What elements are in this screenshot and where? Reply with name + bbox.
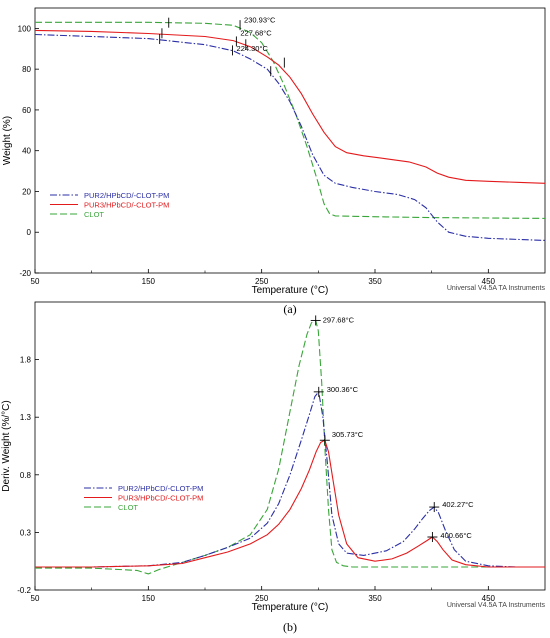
y-tick-label: -0.2 [17,586,31,595]
legend-label: PUR3/HPbCD/-CLOT-PM [84,200,169,209]
plot-frame [34,301,546,591]
y-tick-label: 1.3 [20,413,32,422]
x-tick-label: 250 [255,594,269,603]
y-axis-label: Weight (%) [2,116,13,165]
series-line-pur3-hpbcd-clot-pm [35,439,545,568]
legend-entry: PUR3/HPbCD/-CLOT-PM [84,493,203,502]
series-line-pur2-hpbcd-clot-pm [35,390,545,568]
y-tick-label: 0 [27,228,32,237]
x-tick-label: 150 [142,277,156,286]
data-point-marker [319,435,330,446]
x-axis-label: Temperature (°C) [252,285,329,296]
peak-annotation: 230.93°C [244,15,276,24]
y-tick-label: 0.8 [20,471,32,480]
x-tick-label: 350 [368,277,382,286]
y-tick-label: 80 [22,65,31,74]
y-axis-label: Deriv. Weight (%/°C) [1,400,12,491]
x-tick-label: 50 [31,594,40,603]
legend-label: CLOT [84,210,104,219]
legend-label: CLOT [118,503,138,512]
instrument-credit: Universal V4.5A TA Instruments [447,285,546,292]
data-point-marker [429,502,440,513]
y-tick-label: -20 [19,269,31,278]
peak-annotation: 400.66°C [440,531,472,540]
plot-frame [34,7,546,274]
peak-annotation: 402.27°C [442,500,474,509]
legend-entry: CLOT [84,503,138,512]
x-tick-label: 150 [142,594,156,603]
peak-annotation: 305.73°C [332,430,364,439]
peak-annotation: 300.36°C [327,385,359,394]
x-tick-label: 450 [482,594,496,603]
data-point-marker [427,532,438,543]
legend-entry: PUR3/HPbCD/-CLOT-PM [50,200,169,209]
series-line-pur3-hpbcd-clot-pm [34,29,546,184]
legend-entry: CLOT [50,210,104,219]
legend-label: PUR3/HPbCD/-CLOT-PM [118,493,203,502]
chart-panel-a: 50 150 250 350 450 -20 0 20 40 60 80 100 Temperature… [2,7,546,316]
instrument-credit: Universal V4.5A TA Instruments [447,602,546,609]
x-tick-label: 350 [368,594,382,603]
legend-entry: PUR2/HPbCD/-CLOT-PM [84,484,203,493]
x-tick-label: 250 [255,277,269,286]
legend-label: PUR2/HPbCD/-CLOT-PM [118,484,203,493]
panel-label: (b) [283,620,297,634]
chart-panel-b: 50 150 250 350 450 -0.2 0.3 0.8 1.3 1.8 Temperatur… [1,301,546,634]
data-point-marker [313,386,324,397]
x-tick-label: 50 [31,277,40,286]
panel-label: (a) [283,302,296,316]
x-tick-label: 450 [482,277,496,286]
peak-annotation: 224.30°C [237,44,269,53]
peak-annotation: 227.68°C [240,29,272,38]
series-line-clot [35,319,545,575]
peak-annotation: 297.68°C [323,315,355,324]
y-tick-label: 1.8 [20,356,32,365]
y-tick-label: 40 [22,147,31,156]
series-line-clot [35,21,546,219]
series-line-pur2-hpbcd-clot-pm [34,33,546,241]
y-tick-label: 20 [22,187,31,196]
y-tick-label: 100 [18,24,32,33]
legend-label: PUR2/HPbCD/-CLOT-PM [84,191,169,200]
y-tick-label: 0.3 [20,528,32,537]
y-tick-label: 60 [22,106,31,115]
x-axis-label: Temperature (°C) [252,602,329,613]
data-point-marker [310,315,321,326]
legend-entry: PUR2/HPbCD/-CLOT-PM [50,191,169,200]
